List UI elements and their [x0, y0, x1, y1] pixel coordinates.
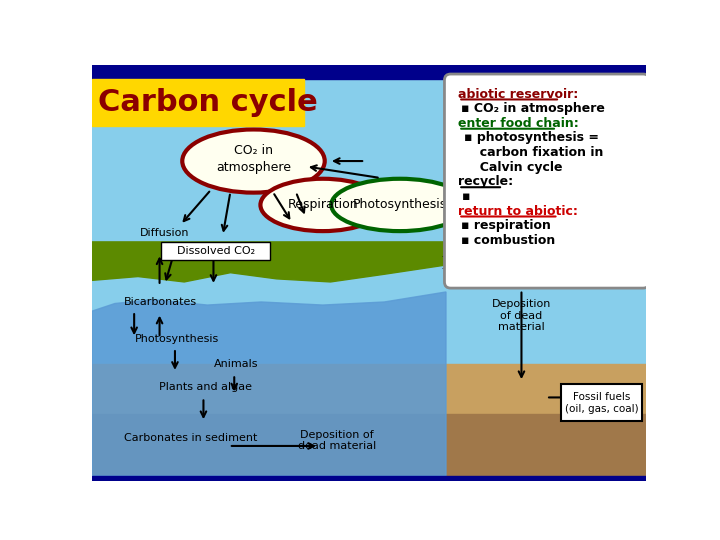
Text: Deposition
of dead
material: Deposition of dead material [492, 299, 551, 333]
FancyBboxPatch shape [161, 242, 271, 260]
Text: ▪: ▪ [462, 190, 470, 203]
Text: carbon fixation in: carbon fixation in [471, 146, 603, 159]
Text: ▪ photosynthesis =: ▪ photosynthesis = [464, 131, 600, 144]
Text: Bicarbonates: Bicarbonates [124, 297, 197, 307]
Text: Dissolved CO₂: Dissolved CO₂ [176, 246, 255, 256]
Bar [92, 65, 647, 79]
Text: Fossil fuels
(oil, gas, coal): Fossil fuels (oil, gas, coal) [564, 392, 639, 414]
Text: return to abiotic:: return to abiotic: [459, 205, 578, 218]
Text: ▪ combustion: ▪ combustion [462, 234, 556, 247]
Text: – Pla...: – Pla... [442, 251, 479, 261]
Polygon shape [92, 242, 647, 282]
Text: Carbonates in sediment: Carbonates in sediment [124, 433, 258, 443]
FancyBboxPatch shape [444, 74, 649, 288]
Text: recycle:: recycle: [459, 176, 513, 188]
FancyBboxPatch shape [561, 384, 642, 421]
Ellipse shape [331, 179, 468, 231]
FancyBboxPatch shape [92, 79, 304, 126]
Bar [92, 364, 647, 476]
Text: Deposition of
dead material: Deposition of dead material [297, 430, 376, 451]
Text: CO₂ in
atmosphere: CO₂ in atmosphere [216, 144, 291, 174]
Bar [92, 414, 647, 476]
Text: ▪ CO₂ in atmosphere: ▪ CO₂ in atmosphere [462, 102, 606, 115]
Ellipse shape [261, 179, 385, 231]
Text: enter food chain:: enter food chain: [459, 117, 579, 130]
Text: Photosynthesis: Photosynthesis [353, 198, 447, 212]
Text: Calvin cycle: Calvin cycle [471, 161, 562, 174]
Bar [446, 242, 647, 282]
Text: – Ani...: – Ani... [442, 263, 480, 273]
Text: ▪ respiration: ▪ respiration [462, 219, 552, 232]
Text: Photosynthesis: Photosynthesis [135, 334, 219, 344]
Polygon shape [92, 292, 446, 476]
Text: Respiration: Respiration [287, 198, 358, 212]
Text: Plants and algae: Plants and algae [159, 382, 252, 392]
Ellipse shape [182, 130, 325, 193]
Bar [92, 476, 647, 481]
Text: Carbon cycle: Carbon cycle [98, 88, 318, 117]
Text: abiotic reservoir:: abiotic reservoir: [459, 87, 579, 100]
Text: Diffusion: Diffusion [140, 228, 189, 238]
Text: Animals: Animals [215, 359, 258, 369]
